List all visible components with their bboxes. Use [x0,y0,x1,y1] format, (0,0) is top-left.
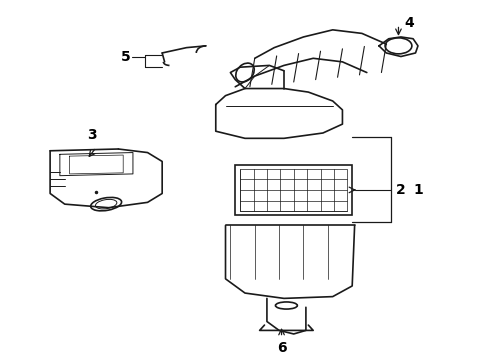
Text: 1: 1 [413,183,423,197]
Text: 6: 6 [277,341,286,355]
Text: 5: 5 [121,50,130,63]
Text: 4: 4 [405,16,415,30]
Bar [235,165,352,215]
Text: 3: 3 [87,128,97,142]
Bar [240,168,347,211]
Text: 2: 2 [396,183,406,197]
